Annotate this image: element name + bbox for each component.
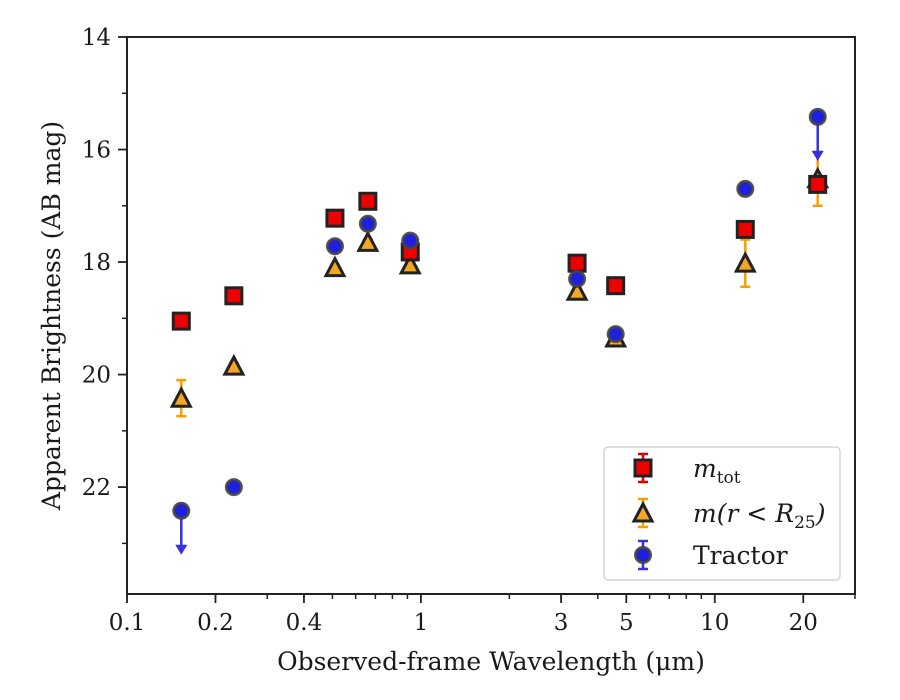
data-marks	[169, 107, 830, 555]
y-tick-label: 22	[82, 475, 111, 501]
series-m-tot-errors	[176, 177, 823, 326]
x-tick-label: 20	[789, 610, 818, 636]
data-point	[358, 191, 378, 211]
data-point	[224, 478, 243, 497]
legend-label: m(r < R25)	[693, 499, 825, 533]
x-tick-label: 5	[619, 610, 634, 636]
upper-limit-arrowhead	[811, 150, 824, 161]
data-point	[606, 276, 626, 296]
legend: mtot m(r < R25) Tractor	[603, 446, 841, 581]
data-point	[222, 353, 246, 376]
data-point	[736, 179, 755, 198]
legend-marker	[633, 458, 653, 478]
data-point	[169, 386, 193, 408]
upper-limit-arrowhead	[175, 544, 188, 555]
legend-label-sub: 25	[794, 513, 816, 533]
y-axis: 14 16 18 20 22	[82, 25, 127, 545]
data-point	[325, 208, 345, 228]
data-point	[356, 230, 380, 252]
data-point	[735, 219, 755, 239]
legend-label: Tractor	[693, 541, 788, 570]
legend-label-base: Tractor	[693, 541, 788, 570]
x-tick-label: 1	[414, 610, 429, 636]
y-tick-label: 16	[82, 138, 111, 164]
data-point	[171, 311, 191, 331]
legend-marker	[631, 500, 655, 523]
data-point	[323, 255, 347, 278]
series-m-r25	[169, 166, 830, 408]
data-point	[606, 325, 625, 344]
data-point	[398, 252, 422, 275]
data-point	[567, 253, 587, 273]
series-tractor	[172, 107, 827, 520]
data-point	[224, 286, 244, 306]
series-m-r25-errors	[176, 150, 823, 418]
x-tick-label: 3	[554, 610, 569, 636]
data-point	[808, 174, 828, 194]
plot-frame	[126, 36, 856, 595]
data-point	[401, 231, 420, 250]
series-m-tot	[171, 174, 828, 331]
legend-label-sub: tot	[717, 468, 741, 488]
y-tick-label: 20	[82, 363, 111, 389]
data-point	[325, 237, 344, 256]
x-tick-label: 0.4	[286, 610, 323, 636]
data-point	[172, 501, 191, 520]
legend-label-base: m(r < R	[693, 499, 794, 528]
data-point	[568, 269, 587, 288]
legend-box	[603, 446, 841, 581]
y-tick-label: 14	[82, 25, 111, 51]
legend-marker	[634, 546, 652, 564]
x-tick-label: 0.2	[197, 610, 234, 636]
y-axis-label: Apparent Brightness (AB mag)	[37, 121, 66, 511]
legend-label-base: m	[693, 454, 717, 483]
data-point	[808, 107, 827, 126]
x-tick-label: 0.1	[109, 610, 146, 636]
x-axis-label: Observed-frame Wavelength (μm)	[277, 647, 705, 676]
x-axis: 0.1 0.2 0.4 1 3 5 10 20	[109, 594, 856, 636]
legend-label: mtot	[693, 454, 741, 488]
y-tick-label: 18	[82, 250, 111, 276]
x-tick-label: 10	[700, 610, 729, 636]
data-point	[358, 214, 377, 233]
legend-label-suffix: )	[815, 499, 826, 528]
plot-border	[126, 36, 856, 595]
data-point	[733, 250, 757, 273]
data-point	[565, 279, 589, 301]
